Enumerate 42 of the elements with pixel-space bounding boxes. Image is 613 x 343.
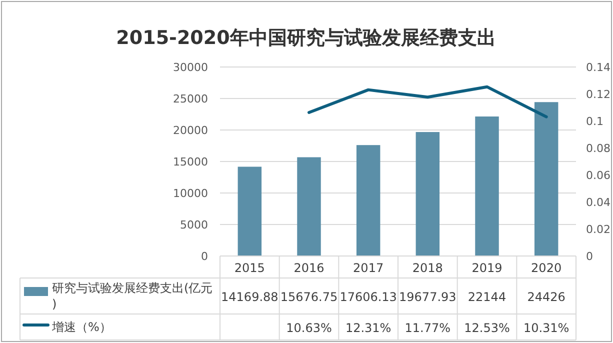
line-series [308,85,548,118]
x-tick-label: 2019 [472,261,502,275]
legend-label: 研究与试验发展经费支出(亿元) [52,281,213,311]
x-tick-label: 2020 [531,261,562,275]
data-label: 12.53% [464,321,510,335]
y-tick-label: 15000 [173,156,208,168]
data-label: 11.77% [404,321,451,335]
data-label: 10.31% [523,321,570,335]
y2-tick-label: 0 [586,250,593,263]
y2-tick-label: 0.1 [586,115,604,128]
x-tick-label: 2018 [412,261,443,275]
x-tick-label: 2016 [294,261,324,275]
bar [416,132,440,256]
bar [238,166,262,256]
y2-tick-label: 0.08 [586,142,610,155]
data-label: 14169.88 [221,290,278,304]
y-tick-label: 5000 [180,218,208,232]
data-label: 10.63% [286,321,332,335]
y2-tick-label: 0.04 [586,196,610,209]
data-label: 15676.75 [280,290,338,304]
y2-tick-label: 0.14 [586,61,610,74]
y2-tick-label: 0.12 [586,88,610,101]
y-tick-label: 20000 [173,124,208,137]
y2-tick-label: 0.02 [586,223,610,236]
y-tick-label: 0 [201,250,208,263]
y-tick-label: 25000 [173,92,208,106]
bar [534,102,558,256]
y-tick-label: 30000 [173,61,208,74]
data-label: 19677.93 [399,290,456,304]
y2-tick-label: 0.06 [586,169,610,182]
data-label: 22144 [468,290,506,304]
data-label: 24426 [527,290,566,304]
legend-label: 增速（%） [51,320,112,334]
bar [356,145,380,256]
data-label: 17606.13 [340,290,397,304]
x-tick-label: 2017 [353,261,384,275]
x-tick-label: 2015 [234,261,265,275]
data-label: 12.31% [345,321,392,335]
bar [475,116,499,256]
bar [297,157,321,256]
y-tick-label: 10000 [173,187,208,200]
chart-title: 2015-2020年中国研究与试验发展经费支出 [116,27,496,49]
